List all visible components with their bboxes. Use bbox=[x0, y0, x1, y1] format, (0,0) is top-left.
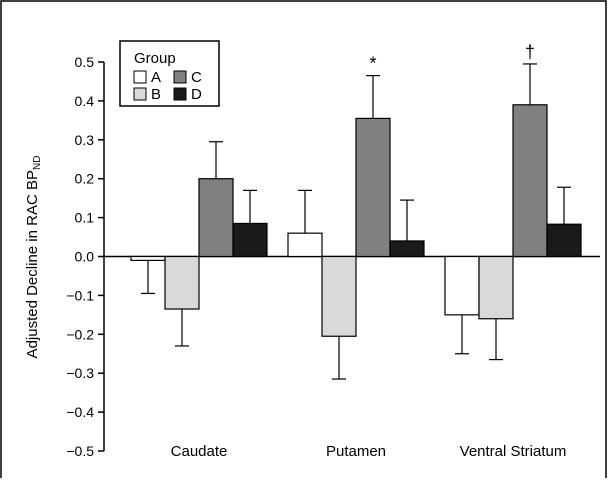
legend-label-c: C bbox=[191, 69, 202, 86]
bar-b bbox=[321, 255, 357, 337]
legend-swatch-a bbox=[133, 70, 147, 84]
y-tick-label: −0.3 bbox=[66, 365, 94, 381]
y-tick-label: 0.3 bbox=[75, 132, 95, 148]
y-axis-label-main: Adjusted Decline in RAC BP bbox=[24, 170, 41, 358]
y-tick-label: 0.2 bbox=[75, 171, 95, 187]
y-axis-label: Adjusted Decline in RAC BPND bbox=[24, 156, 43, 359]
bars bbox=[130, 63, 582, 380]
significance-marker: † bbox=[525, 42, 535, 62]
bar-a bbox=[130, 255, 166, 261]
legend: Group AB CD bbox=[119, 40, 220, 107]
y-tick-label: −0.4 bbox=[66, 404, 94, 420]
y-tick-label: 0.1 bbox=[75, 210, 95, 226]
bar-c bbox=[355, 117, 391, 258]
bar-d bbox=[232, 222, 268, 258]
bar-c bbox=[198, 178, 234, 258]
x-category-label: Ventral Striatum bbox=[460, 443, 567, 460]
y-tick-label: 0.4 bbox=[75, 93, 95, 109]
y-tick-label: 0.5 bbox=[75, 54, 95, 70]
legend-label-b: B bbox=[151, 86, 161, 103]
bar-c bbox=[512, 104, 548, 258]
bar-a bbox=[287, 232, 323, 258]
y-tick-label: −0.2 bbox=[66, 326, 94, 342]
x-category-label: Caudate bbox=[171, 443, 228, 460]
annotations: *† bbox=[369, 42, 535, 74]
bar-d bbox=[389, 240, 425, 258]
y-tick-label: 0.0 bbox=[75, 249, 95, 265]
figure-border bbox=[0, 0, 607, 478]
x-axis-labels: Caudate Putamen Ventral Striatum bbox=[171, 443, 567, 460]
significance-marker: * bbox=[369, 54, 376, 74]
legend-swatch-d bbox=[173, 87, 187, 101]
legend-swatch-b bbox=[133, 87, 147, 101]
legend-title: Group bbox=[134, 50, 176, 67]
legend-label-d: D bbox=[191, 86, 202, 103]
y-tick-label: −0.5 bbox=[66, 443, 94, 459]
y-axis-label-subscript: ND bbox=[32, 156, 43, 170]
y-tick-label: −0.1 bbox=[66, 287, 94, 303]
bar-d bbox=[546, 223, 582, 258]
y-axis: 0.5 0.4 0.3 0.2 0.1 0.0 −0.1 −0.2 −0.3 −0.4 −0.5 bbox=[66, 54, 600, 459]
legend-swatch-c bbox=[173, 70, 187, 84]
legend-label-a: A bbox=[151, 69, 161, 86]
bar-b bbox=[164, 255, 200, 310]
x-category-label: Putamen bbox=[326, 443, 386, 460]
bar-b bbox=[478, 255, 514, 320]
bar-a bbox=[444, 255, 480, 316]
